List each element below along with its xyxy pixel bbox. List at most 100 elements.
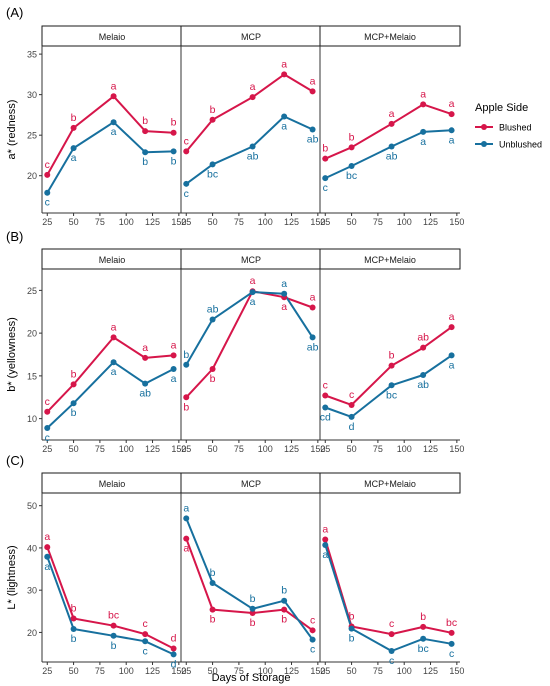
significance-letter: c bbox=[389, 655, 394, 667]
x-tick-label: 50 bbox=[208, 444, 218, 454]
significance-letter: a bbox=[111, 126, 117, 138]
data-point bbox=[183, 515, 190, 522]
data-point bbox=[322, 175, 329, 182]
significance-letter: bc bbox=[108, 610, 119, 622]
x-tick-label: 75 bbox=[373, 444, 383, 454]
significance-letter: c bbox=[449, 648, 454, 660]
data-point bbox=[309, 334, 316, 341]
significance-letter: bc bbox=[207, 168, 218, 180]
data-point bbox=[170, 645, 177, 652]
y-tick-label: 20 bbox=[27, 628, 37, 638]
x-tick-label: 75 bbox=[234, 217, 244, 227]
significance-letter: b bbox=[349, 131, 355, 143]
data-point bbox=[281, 113, 288, 120]
x-tick-label: 50 bbox=[347, 217, 357, 227]
significance-letter: ab bbox=[307, 341, 319, 353]
panel-label: (A) bbox=[6, 5, 23, 20]
x-tick-label: 50 bbox=[347, 444, 357, 454]
significance-letter: a bbox=[420, 88, 426, 100]
significance-letter: a bbox=[449, 311, 455, 323]
facet-strip bbox=[319, 472, 461, 494]
data-point bbox=[44, 408, 51, 415]
x-tick-label: 25 bbox=[320, 666, 330, 676]
data-point bbox=[110, 359, 117, 366]
data-point bbox=[448, 352, 455, 359]
data-point bbox=[322, 155, 329, 162]
data-point bbox=[110, 119, 117, 126]
significance-letter: c bbox=[45, 396, 50, 408]
significance-letter: c bbox=[349, 389, 354, 401]
data-point bbox=[44, 553, 51, 560]
data-point bbox=[281, 71, 288, 78]
significance-letter: c bbox=[323, 380, 328, 392]
data-point bbox=[110, 632, 117, 639]
significance-letter: ab bbox=[247, 151, 259, 163]
significance-letter: a bbox=[183, 502, 189, 514]
y-axis-label: a* (redness) bbox=[6, 100, 18, 160]
significance-letter: a bbox=[250, 275, 256, 287]
significance-letter: b bbox=[210, 567, 216, 579]
data-point bbox=[110, 622, 117, 629]
facet-title: MCP+Melaio bbox=[364, 479, 416, 489]
x-tick-label: 100 bbox=[119, 217, 134, 227]
x-axis-label: Days of Storage bbox=[212, 672, 291, 684]
significance-letter: a bbox=[420, 136, 426, 148]
significance-letter: b bbox=[71, 407, 77, 419]
significance-letter: cd bbox=[320, 412, 331, 424]
significance-letter: b bbox=[322, 143, 328, 155]
data-point bbox=[322, 536, 329, 543]
x-tick-label: 100 bbox=[258, 666, 273, 676]
data-point bbox=[348, 401, 355, 408]
significance-letter: a bbox=[322, 549, 328, 561]
x-tick-label: 150 bbox=[310, 217, 325, 227]
data-point bbox=[142, 128, 149, 135]
significance-letter: b bbox=[71, 602, 77, 614]
y-tick-label: 10 bbox=[27, 414, 37, 424]
significance-letter: ab bbox=[207, 303, 219, 315]
x-tick-label: 25 bbox=[320, 444, 330, 454]
x-tick-label: 75 bbox=[373, 666, 383, 676]
data-point bbox=[322, 404, 329, 411]
x-tick-label: 125 bbox=[423, 217, 438, 227]
data-point bbox=[448, 324, 455, 331]
significance-letter: ab bbox=[307, 134, 319, 146]
data-point bbox=[70, 615, 77, 622]
data-point bbox=[281, 606, 288, 613]
significance-letter: a bbox=[71, 152, 77, 164]
significance-letter: b bbox=[210, 104, 216, 116]
facet-title: Melaio bbox=[99, 479, 126, 489]
x-tick-label: 100 bbox=[397, 217, 412, 227]
significance-letter: bc bbox=[386, 389, 397, 401]
data-point bbox=[209, 316, 216, 323]
x-tick-label: 150 bbox=[449, 217, 464, 227]
data-point bbox=[70, 124, 77, 131]
y-tick-label: 25 bbox=[27, 286, 37, 296]
significance-letter: b bbox=[183, 349, 189, 361]
x-tick-label: 75 bbox=[95, 444, 105, 454]
significance-letter: d bbox=[171, 632, 177, 644]
significance-letter: a bbox=[449, 98, 455, 110]
data-point bbox=[110, 93, 117, 100]
significance-letter: b bbox=[389, 350, 395, 362]
x-tick-label: 125 bbox=[284, 217, 299, 227]
significance-letter: c bbox=[310, 614, 315, 626]
significance-letter: a bbox=[449, 134, 455, 146]
data-point bbox=[70, 381, 77, 388]
data-point bbox=[249, 94, 256, 101]
significance-letter: ab bbox=[139, 388, 151, 400]
data-point bbox=[183, 180, 190, 187]
legend: Apple Side Blushed Unblushed bbox=[475, 102, 542, 150]
significance-letter: a bbox=[250, 81, 256, 93]
data-point bbox=[420, 635, 427, 642]
data-point bbox=[448, 640, 455, 647]
x-tick-label: 50 bbox=[347, 666, 357, 676]
data-point bbox=[142, 380, 149, 387]
x-tick-label: 25 bbox=[181, 217, 191, 227]
x-tick-label: 125 bbox=[145, 444, 160, 454]
data-point bbox=[70, 400, 77, 407]
facet-title: MCP bbox=[241, 32, 261, 42]
